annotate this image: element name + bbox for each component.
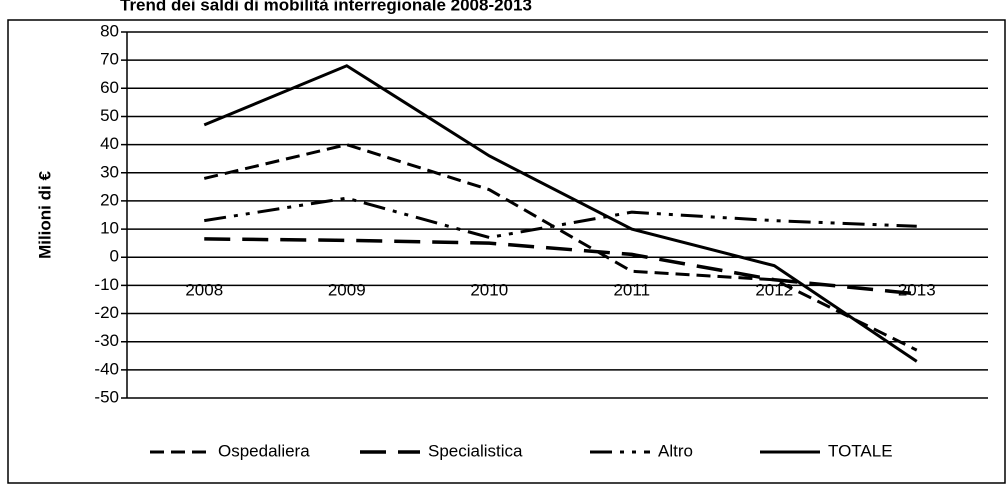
y-tick-label: 80	[100, 21, 119, 40]
series-line	[203, 64, 918, 363]
y-tick-label: 60	[100, 78, 119, 97]
x-tick-label: 2010	[470, 281, 508, 300]
y-tick-label: 40	[100, 134, 119, 153]
chart-frame	[7, 19, 1006, 484]
legend-label: Altro	[658, 441, 693, 460]
series-line	[203, 143, 918, 352]
legend-label: Specialistica	[428, 441, 523, 460]
series-line	[204, 237, 917, 296]
x-tick-label: 2012	[755, 281, 793, 300]
y-tick-label: 0	[110, 247, 119, 266]
series-line	[204, 196, 917, 240]
x-tick-label: 2008	[185, 281, 223, 300]
legend-label: TOTALE	[828, 441, 893, 460]
y-tick-label: 70	[100, 50, 119, 69]
y-tick-label: -40	[94, 359, 119, 378]
y-tick-label: -50	[94, 387, 119, 406]
y-tick-label: 10	[100, 219, 119, 238]
y-tick-label: 20	[100, 190, 119, 209]
legend-label: Ospedaliera	[218, 441, 310, 460]
y-tick-label: -20	[94, 303, 119, 322]
chart-title: Trend dei saldi di mobilità interregiona…	[120, 0, 532, 14]
y-tick-label: -10	[94, 275, 119, 294]
x-tick-label: 2009	[328, 281, 366, 300]
x-tick-label: 2013	[898, 281, 936, 300]
y-tick-label: 50	[100, 106, 119, 125]
y-tick-label: 30	[100, 162, 119, 181]
y-axis-label: Milioni di €	[35, 171, 54, 259]
x-tick-label: 2011	[613, 281, 650, 300]
y-tick-label: -30	[94, 331, 119, 350]
